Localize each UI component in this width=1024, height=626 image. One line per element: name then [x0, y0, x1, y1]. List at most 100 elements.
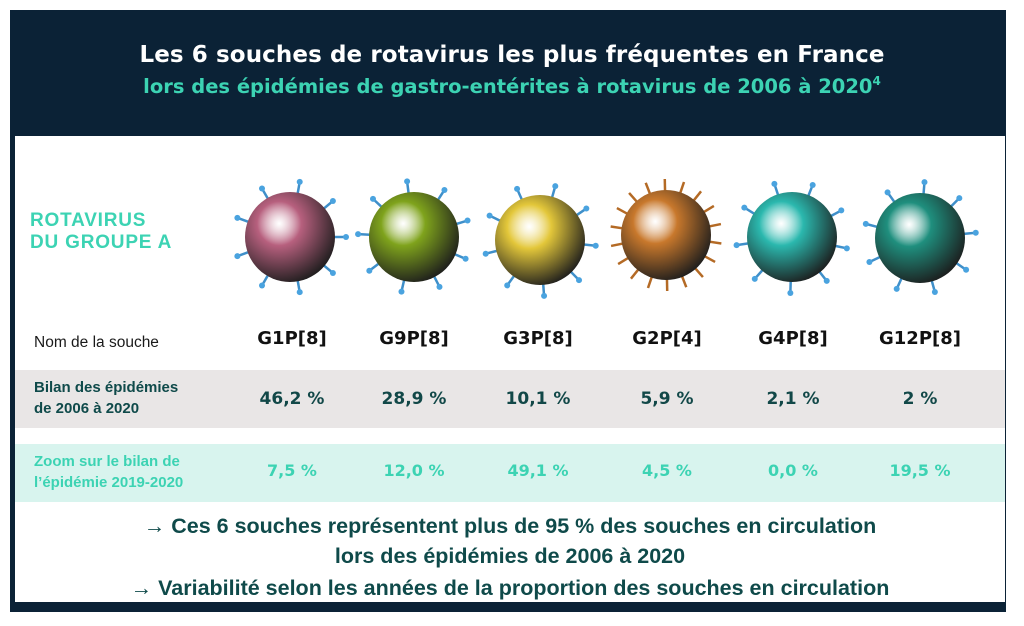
group-label: ROTAVIRUS DU GROUPE A: [30, 210, 210, 254]
virus-spike-tip: [482, 250, 489, 257]
virus-spike-tip: [296, 289, 303, 296]
zoom-value: 49,1 %: [507, 461, 569, 480]
summary-note-3: → Variabilité selon les années de la pro…: [130, 576, 890, 600]
virus-spike-tip: [441, 186, 448, 193]
summary-note-2: lors des épidémies de 2006 à 2020: [334, 544, 686, 568]
virus-spike-tip: [398, 288, 405, 295]
strain-name: G9P[8]: [379, 328, 449, 349]
virus-spike: [708, 222, 722, 228]
strain-name: G12P[8]: [879, 328, 961, 349]
strain-name-label: Nom de la souche: [34, 334, 159, 351]
zoom-value: 0,0 %: [768, 461, 818, 480]
bilan-value: 2,1 %: [766, 389, 820, 409]
virus-spike: [610, 242, 624, 248]
virus-spike-tip: [504, 282, 511, 289]
virus-spike: [646, 276, 654, 289]
bilan-row-label: Bilan des épidémies de 2006 à 2020: [34, 377, 178, 419]
rotavirus-icon: [610, 178, 722, 292]
rotavirus-icon: [862, 179, 979, 295]
virus-body: [369, 192, 459, 282]
virus-spike-tip: [366, 267, 373, 274]
zoom-value: 4,5 %: [642, 461, 692, 480]
group-label-line1: ROTAVIRUS: [30, 210, 147, 231]
virus-spike-tip: [771, 180, 778, 187]
rotavirus-icon: [482, 183, 599, 299]
virus-spike-tip: [462, 255, 469, 262]
virus-spike: [702, 204, 715, 214]
virus-body: [495, 195, 585, 285]
virus-spike: [629, 268, 640, 280]
strain-name: G1P[8]: [257, 328, 327, 349]
virus-spike-tip: [862, 220, 869, 227]
virus-spike-tip: [329, 198, 336, 205]
virus-spike-tip: [355, 231, 362, 238]
virus-spike: [610, 225, 623, 230]
group-label-line2: DU GROUPE A: [30, 232, 173, 253]
bilan-label-line1: Bilan des épidémies: [34, 379, 179, 396]
virus-spike-tip: [436, 283, 443, 290]
virus-spike-tip: [843, 245, 850, 252]
subtitle-reference: 4: [872, 74, 881, 88]
virus-spike-tip: [259, 282, 265, 289]
virus-spike-tip: [733, 242, 740, 249]
virus-spike: [616, 206, 629, 215]
virus-spike: [692, 190, 703, 202]
slide-subtitle: lors des épidémies de gastro-entérites à…: [0, 74, 1024, 98]
virus-spike-tip: [921, 179, 928, 186]
virus-spike-tip: [259, 185, 265, 192]
virus-spike-tip: [866, 259, 873, 266]
virus-spike-tip: [931, 288, 938, 295]
strain-name: G3P[8]: [503, 328, 573, 349]
bilan-label-line2: de 2006 à 2020: [34, 400, 140, 417]
virus-spike-tip: [741, 204, 748, 211]
rotavirus-icon: [733, 180, 850, 296]
summary-note-1: → Ces 6 souches représentent plus de 95 …: [143, 514, 877, 538]
virus-spike-tip: [369, 195, 376, 202]
virus-spike-tip: [514, 185, 521, 192]
virus-spike-tip: [893, 285, 900, 292]
virus-spike-tip: [751, 275, 758, 282]
virus-spike-tip: [956, 195, 963, 202]
virus-spike-tip: [296, 178, 303, 185]
virus-spike-tip: [884, 189, 891, 196]
slide-title: Les 6 souches de rotavirus les plus fréq…: [139, 42, 885, 68]
virus-body: [245, 192, 335, 282]
zoom-value: 19,5 %: [889, 461, 951, 480]
bilan-value: 46,2 %: [259, 389, 325, 409]
zoom-row-label: Zoom sur le bilan de l’épidémie 2019-202…: [34, 451, 183, 493]
virus-spike-tip: [787, 289, 794, 296]
bilan-value: 10,1 %: [505, 389, 571, 409]
virus-spike-tip: [464, 217, 471, 224]
virus-spike-tip: [576, 277, 583, 284]
virus-spike-tip: [404, 178, 411, 185]
virus-spike: [678, 181, 686, 194]
bilan-value: 2 %: [902, 389, 938, 409]
virus-spike: [694, 267, 704, 278]
virus-spike: [644, 182, 652, 195]
virus-spike-tip: [838, 207, 845, 214]
zoom-value: 7,5 %: [267, 461, 317, 480]
strain-name: G2P[4]: [632, 328, 702, 349]
virus-spike-tip: [234, 253, 241, 260]
virus-spike: [617, 256, 630, 266]
bilan-row-background: [15, 370, 1005, 428]
virus-spike-tip: [541, 292, 548, 299]
virus-spike-tip: [343, 234, 349, 240]
virus-spike-tip: [592, 242, 599, 249]
zoom-value: 12,0 %: [383, 461, 445, 480]
virus-body: [875, 193, 965, 283]
virus-spike-tip: [329, 269, 336, 276]
virus-spike: [709, 240, 722, 245]
virus-spike-tip: [583, 205, 590, 212]
virus-body: [621, 190, 711, 280]
zoom-row-background: [15, 444, 1005, 502]
zoom-label-line2: l’épidémie 2019-2020: [34, 474, 184, 491]
virus-spike: [628, 192, 638, 203]
virus-spike-tip: [972, 229, 979, 236]
strain-name: G4P[8]: [758, 328, 828, 349]
bilan-value: 5,9 %: [640, 389, 694, 409]
virus-spike: [680, 275, 688, 288]
rotavirus-icon: [355, 178, 471, 295]
virus-spike-tip: [234, 214, 241, 221]
virus-spike: [703, 255, 716, 264]
